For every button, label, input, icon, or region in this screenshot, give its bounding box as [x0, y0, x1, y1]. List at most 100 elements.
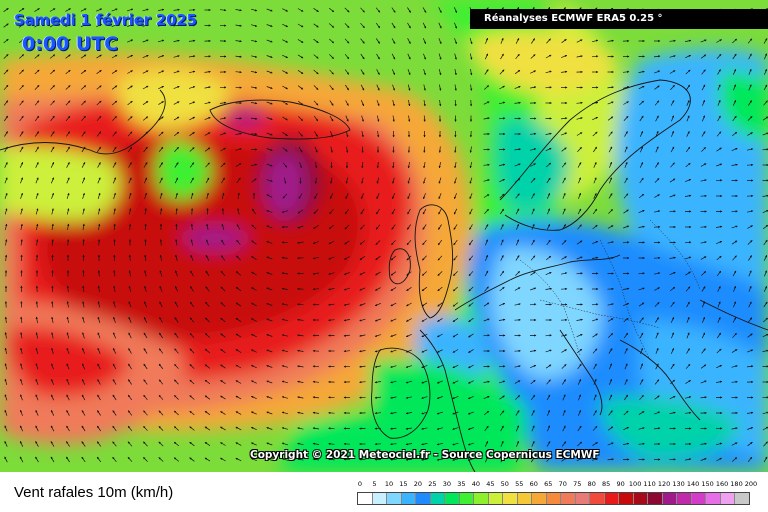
wind-arrow: [173, 70, 180, 74]
wind-arrow: [360, 208, 365, 215]
wind-arrow: [454, 69, 457, 76]
wind-arrow: [361, 161, 364, 169]
wind-arrow: [499, 193, 505, 199]
wind-arrow: [281, 318, 288, 322]
wind-arrow: [173, 8, 180, 11]
wind-arrow: [97, 146, 101, 153]
wind-arrow: [314, 131, 318, 137]
wind-arrow: [328, 240, 335, 245]
wind-arrow: [313, 38, 319, 44]
wind-arrow: [158, 24, 165, 27]
wind-arrow: [97, 285, 100, 293]
wind-arrow: [685, 271, 691, 276]
wind-arrow: [313, 209, 319, 214]
wind-arrow: [3, 69, 9, 75]
wind-arrow: [188, 86, 196, 89]
legend-color-cell: [604, 493, 620, 504]
wind-arrow: [701, 115, 706, 122]
wind-arrow: [607, 303, 614, 306]
wind-arrow: [578, 192, 581, 199]
coastlines: [0, 79, 768, 472]
model-label: Réanalyses ECMWF ERA5 0.25 °: [470, 9, 768, 29]
wind-arrow: [546, 162, 551, 168]
wind-arrow: [281, 272, 289, 275]
wind-arrow: [111, 23, 118, 28]
wind-arrow: [190, 177, 194, 184]
wind-arrow: [313, 23, 319, 28]
wind-arrow: [359, 318, 366, 322]
wind-arrow: [499, 69, 505, 75]
wind-arrow: [158, 131, 164, 137]
wind-arrow: [97, 162, 101, 168]
wind-arrow: [173, 131, 180, 137]
wind-arrow: [343, 319, 350, 322]
wind-arrow: [251, 224, 257, 230]
wind-arrow: [158, 39, 165, 43]
legend-color-cell: [648, 493, 663, 504]
wind-arrow: [685, 178, 692, 183]
wind-arrow: [251, 240, 257, 245]
wind-arrow: [3, 100, 9, 106]
wind-arrow: [763, 301, 768, 308]
legend-color-cell: [677, 493, 692, 504]
wind-arrow: [638, 287, 645, 291]
wind-arrow: [312, 256, 319, 260]
wind-arrow: [514, 101, 521, 104]
wind-arrow: [561, 162, 567, 168]
wind-arrow: [684, 241, 692, 244]
wind-arrow: [50, 177, 55, 184]
wind-arrow: [408, 115, 411, 122]
wind-arrow: [34, 100, 40, 106]
wind-arrow: [500, 53, 504, 60]
wind-arrow: [51, 208, 54, 215]
wind-arrow: [359, 303, 366, 306]
wind-arrow: [422, 208, 427, 215]
wind-arrow: [422, 271, 427, 276]
wind-arrow: [591, 256, 599, 259]
wind-arrow: [81, 177, 86, 184]
wind-arrow: [561, 55, 568, 58]
wind-arrow: [281, 256, 289, 259]
wind-arrow: [127, 116, 133, 121]
wind-arrow: [128, 162, 132, 168]
wind-arrow: [484, 224, 489, 230]
wind-arrow: [266, 86, 273, 89]
wind-arrow: [438, 69, 442, 76]
wind-arrow: [530, 287, 537, 291]
legend-color-cell: [720, 493, 736, 504]
wind-arrow: [391, 240, 396, 245]
wind-arrow: [328, 272, 335, 275]
wind-arrow: [298, 146, 303, 153]
copyright-label: Copyright © 2021 Meteociel.fr - Source C…: [250, 449, 600, 461]
wind-arrow: [190, 301, 194, 308]
wind-arrow: [112, 131, 117, 137]
wind-arrow: [112, 177, 117, 184]
wind-arrow: [297, 209, 304, 214]
wind-arrow: [282, 54, 289, 59]
wind-arrow: [654, 194, 660, 198]
wind-arrow: [80, 54, 87, 59]
wind-arrow: [251, 163, 258, 167]
wind-arrow: [702, 99, 705, 106]
wind-arrow: [313, 69, 319, 75]
wind-arrow: [80, 39, 87, 43]
wind-arrow: [313, 115, 319, 122]
wind-arrow: [608, 193, 613, 199]
wind-arrow: [622, 70, 630, 74]
wind-arrow: [469, 53, 473, 60]
wind-arrow: [717, 115, 721, 122]
wind-arrow: [423, 115, 426, 122]
legend-color-cell: [706, 493, 721, 504]
wind-arrow: [514, 178, 521, 183]
wind-arrow: [638, 225, 645, 228]
wind-arrow: [390, 271, 397, 276]
legend-color-cell: [561, 493, 576, 504]
wind-arrow: [669, 178, 676, 183]
wind-arrow: [345, 208, 349, 215]
wind-arrow: [144, 270, 147, 277]
wind-arrow: [361, 131, 364, 138]
wind-arrow: [50, 161, 55, 168]
wind-arrow: [376, 193, 380, 200]
wind-arrow: [469, 224, 473, 230]
wind-arrow: [561, 147, 567, 152]
